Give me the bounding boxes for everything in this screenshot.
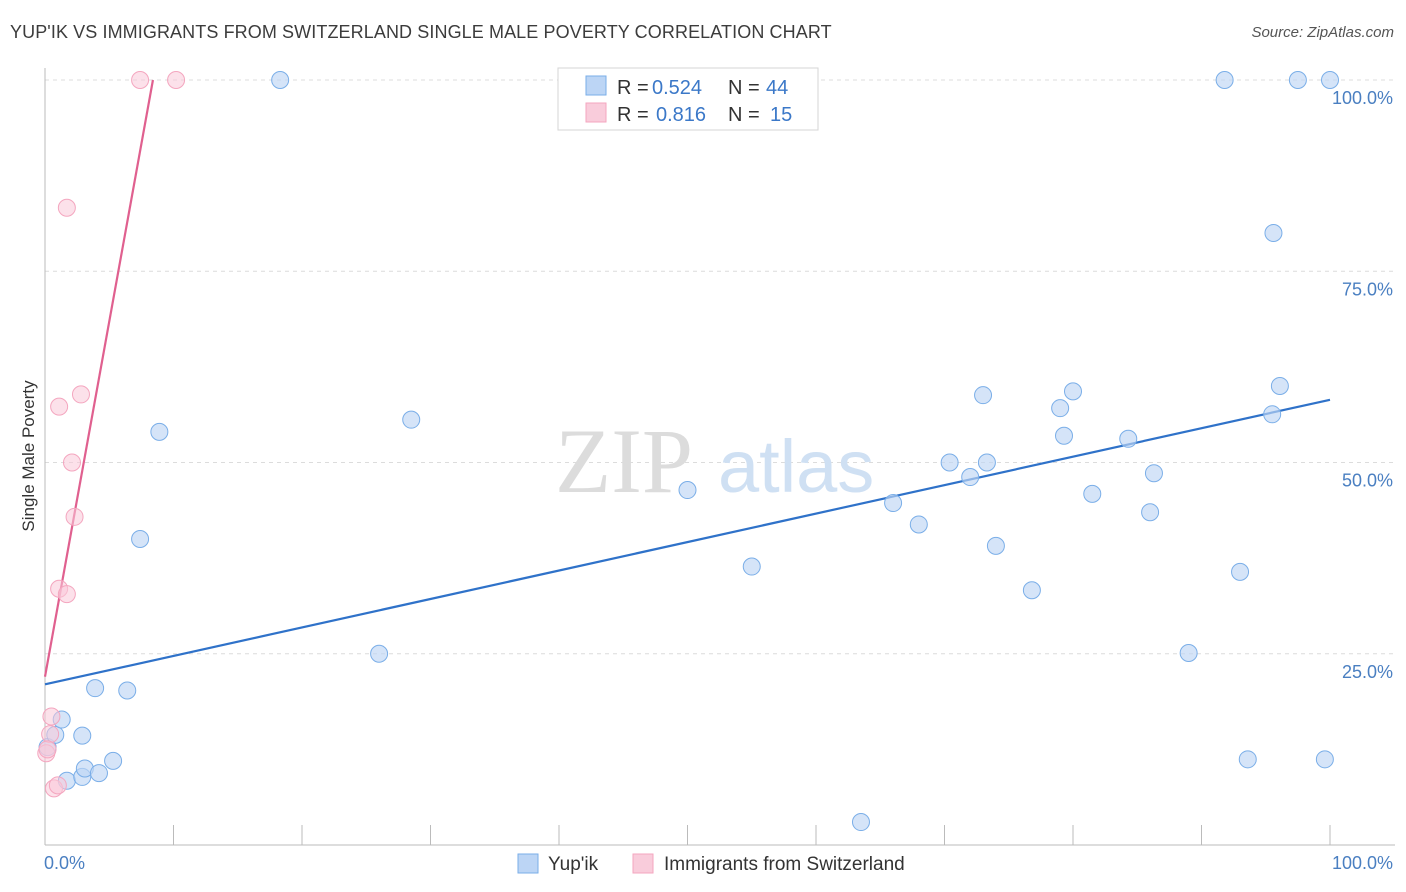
point-switzerland-1 xyxy=(41,725,60,744)
point-yupik-8 xyxy=(104,751,123,770)
legend-n-value-switzerland: 15 xyxy=(770,104,792,126)
data-points xyxy=(37,71,1339,832)
point-yupik-18 xyxy=(851,813,870,832)
point-yupik-20 xyxy=(909,515,928,534)
point-yupik-43 xyxy=(1321,71,1339,89)
point-yupik-13 xyxy=(271,71,290,89)
point-yupik-17 xyxy=(742,557,761,576)
point-yupik-39 xyxy=(1263,405,1282,424)
legend-n-label-switzerland: N = xyxy=(728,104,760,126)
point-yupik-16 xyxy=(678,481,697,500)
bottom-legend-swatch-switzerland xyxy=(632,853,654,874)
point-switzerland-13 xyxy=(167,71,186,89)
chart-title: YUP'IK VS IMMIGRANTS FROM SWITZERLAND SI… xyxy=(10,22,832,42)
point-yupik-42 xyxy=(1315,750,1334,769)
point-switzerland-11 xyxy=(71,385,90,404)
point-yupik-27 xyxy=(1051,399,1070,418)
watermark: ZIP atlas xyxy=(555,410,874,512)
point-yupik-40 xyxy=(1270,377,1289,395)
point-yupik-38 xyxy=(1264,224,1283,242)
legend-n-label-yupik: N = xyxy=(728,77,760,99)
point-yupik-32 xyxy=(1141,503,1160,522)
point-yupik-29 xyxy=(1064,382,1082,401)
point-switzerland-8 xyxy=(57,585,76,604)
point-yupik-23 xyxy=(974,386,993,405)
point-switzerland-2 xyxy=(42,707,61,726)
y-tick-label-0: 25.0% xyxy=(1342,662,1393,682)
point-yupik-28 xyxy=(1055,426,1074,445)
point-yupik-22 xyxy=(961,468,980,487)
trend-line-yupik xyxy=(44,398,1331,686)
point-yupik-33 xyxy=(1144,464,1163,483)
watermark-atlas: atlas xyxy=(718,425,874,508)
point-yupik-12 xyxy=(150,422,169,441)
point-yupik-9 xyxy=(86,679,105,698)
legend-r-value-yupik: 0.524 xyxy=(652,77,702,99)
point-switzerland-7 xyxy=(57,198,76,217)
point-yupik-35 xyxy=(1215,71,1234,89)
point-yupik-10 xyxy=(118,681,137,700)
point-yupik-24 xyxy=(977,453,996,472)
point-switzerland-6 xyxy=(50,397,69,416)
legend-swatch-yupik xyxy=(585,75,607,96)
point-yupik-15 xyxy=(402,410,421,429)
y-tick-label-3: 100.0% xyxy=(1332,88,1393,108)
point-yupik-34 xyxy=(1179,643,1198,662)
x-tick-label-min: 0.0% xyxy=(44,853,85,873)
bottom-legend-label-switzerland: Immigrants from Switzerland xyxy=(664,854,905,875)
point-yupik-3 xyxy=(73,726,92,745)
point-yupik-26 xyxy=(1022,581,1041,600)
trend-lines xyxy=(43,79,1331,686)
point-switzerland-12 xyxy=(131,71,150,89)
stats-legend: R = 0.524 N = 44 R = 0.816 N = 15 xyxy=(557,67,819,131)
series-legend: Yup'ik Immigrants from Switzerland xyxy=(517,853,905,875)
legend-swatch-switzerland xyxy=(585,102,607,123)
point-yupik-11 xyxy=(131,530,150,548)
point-yupik-37 xyxy=(1238,750,1257,769)
point-yupik-21 xyxy=(940,453,959,472)
point-switzerland-9 xyxy=(62,453,81,472)
point-yupik-25 xyxy=(986,536,1005,555)
y-axis-label: Single Male Poverty xyxy=(19,380,38,532)
y-tick-label-2: 75.0% xyxy=(1342,279,1393,299)
point-yupik-41 xyxy=(1288,71,1307,89)
point-yupik-31 xyxy=(1119,429,1138,448)
point-yupik-36 xyxy=(1231,562,1250,581)
source-credit: Source: ZipAtlas.com xyxy=(1251,24,1394,41)
legend-r-value-switzerland: 0.816 xyxy=(656,104,706,126)
point-yupik-7 xyxy=(89,764,108,783)
y-tick-label-1: 50.0% xyxy=(1342,471,1393,491)
point-switzerland-10 xyxy=(65,507,84,526)
point-yupik-14 xyxy=(370,644,389,663)
point-switzerland-4 xyxy=(48,776,67,795)
legend-r-label-switzerland: R = xyxy=(617,104,649,126)
watermark-zip: ZIP xyxy=(555,410,693,512)
grid-lines xyxy=(45,79,1395,655)
point-yupik-19 xyxy=(884,494,903,513)
x-tick-label-max: 100.0% xyxy=(1332,853,1393,873)
trend-line-switzerland xyxy=(43,79,155,677)
bottom-legend-swatch-yupik xyxy=(517,853,539,874)
point-yupik-30 xyxy=(1083,484,1102,503)
legend-r-label-yupik: R = xyxy=(617,77,649,99)
legend-n-value-yupik: 44 xyxy=(766,77,788,99)
point-switzerland-14 xyxy=(38,740,57,759)
y-tick-labels: 25.0% 50.0% 75.0% 100.0% xyxy=(1332,88,1393,682)
bottom-legend-label-yupik: Yup'ik xyxy=(548,854,599,875)
